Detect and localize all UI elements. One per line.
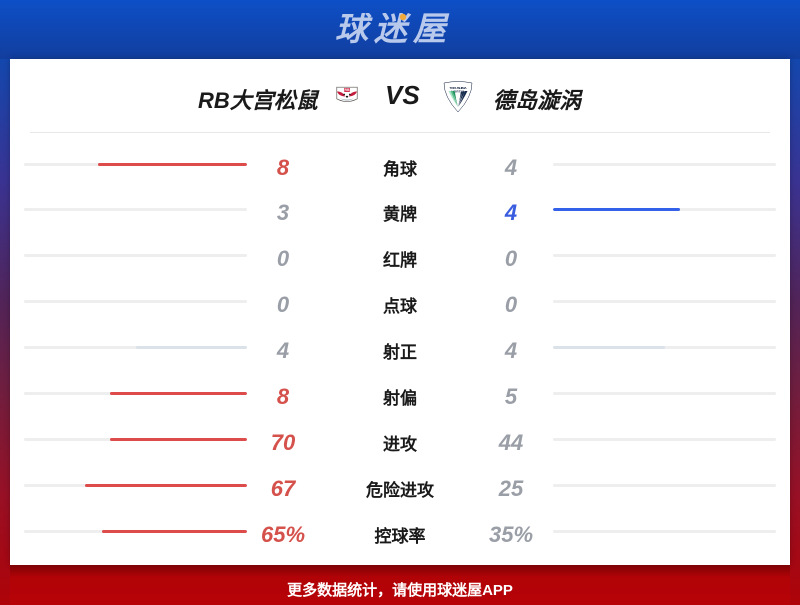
svg-text:球迷屋: 球迷屋 <box>335 13 452 47</box>
svg-text:RB: RB <box>345 88 350 92</box>
